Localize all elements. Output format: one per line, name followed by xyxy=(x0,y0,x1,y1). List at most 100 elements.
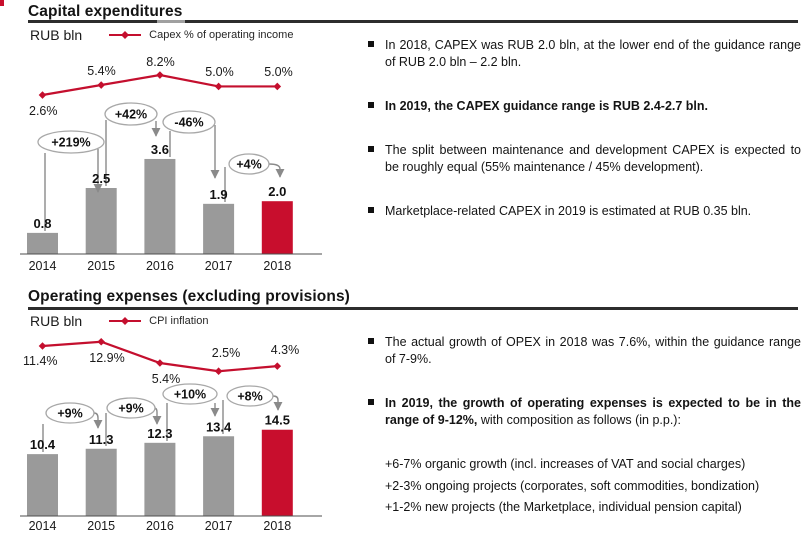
capex-bullet-2: The split between maintenance and develo… xyxy=(368,142,801,176)
capex-category-label: 2014 xyxy=(29,259,57,273)
capex-category-label: 2017 xyxy=(205,259,233,273)
legend-line-marker-icon xyxy=(109,317,142,325)
opex-line-value-label: 12.9% xyxy=(89,351,124,365)
capex-growth-label: +4% xyxy=(236,158,261,172)
capex-growth-oval xyxy=(228,153,270,175)
capex-growth-label: +219% xyxy=(51,136,90,150)
opex-bar-2018 xyxy=(261,429,293,516)
capex-chart: +219% +42% -46% +4% 0.8 2.5 3.6 1.9 2.0 2014 2015 2… xyxy=(20,55,322,273)
opex-bullet-0-text: The actual growth of OPEX in 2018 was 7.… xyxy=(385,335,801,366)
opex-guidance-normal-text: with composition as follows (in p.p.): xyxy=(477,413,681,427)
opex-growth-label: +9% xyxy=(57,407,82,421)
opex-chart: +9% +9% +10% +8% 10.4 11.3 12.3 13.4 14.5 2014 201… xyxy=(20,337,322,533)
opex-line-value-label: 11.4% xyxy=(23,354,58,368)
capex-category-label: 2015 xyxy=(87,259,115,273)
capex-bullet-2-text: The split between maintenance and develo… xyxy=(385,143,801,174)
opex-unit-label: RUB bln xyxy=(30,313,83,329)
section-title-opex: Operating expenses (excluding provisions… xyxy=(28,288,350,305)
opex-composition-item-1: +2-3% ongoing projects (corporates, soft… xyxy=(385,478,760,493)
bullet-square-icon xyxy=(368,146,374,152)
capex-bar-2018 xyxy=(261,201,293,254)
opex-bar-value-label: 11.3 xyxy=(89,432,114,447)
opex-category-label: 2016 xyxy=(146,519,174,533)
opex-composition-item-0: +6-7% organic growth (incl. increases of… xyxy=(385,457,746,471)
opex-growth-oval xyxy=(45,402,95,424)
opex-line-point-marker xyxy=(214,367,223,376)
capex-bullet-0: In 2018, CAPEX was RUB 2.0 bln, at the l… xyxy=(368,37,801,71)
opex-bar-2015 xyxy=(85,448,117,516)
capex-unit-label: RUB bln xyxy=(30,27,83,43)
opex-guidance-bold-text: In 2019, the growth of operating expense… xyxy=(385,396,801,427)
opex-legend-label: CPI inflation xyxy=(149,315,209,327)
opex-growth-label: +8% xyxy=(237,390,262,404)
bullet-square-icon xyxy=(368,399,374,405)
opex-growth-label: +9% xyxy=(118,402,143,416)
opex-bullet-0: The actual growth of OPEX in 2018 was 7.… xyxy=(368,334,801,368)
capex-bar-value-label: 2.5 xyxy=(92,171,110,186)
opex-composition-item-2: +1-2% new projects (the Marketplace, ind… xyxy=(385,500,742,514)
capex-line-point-marker xyxy=(214,82,223,91)
capex-line-value-label: 8.2% xyxy=(146,55,175,69)
capex-category-label: 2016 xyxy=(146,259,174,273)
legend-line-marker-icon xyxy=(109,31,142,39)
opex-bullet-list: The actual growth of OPEX in 2018 was 7.… xyxy=(368,334,801,521)
opex-line-point-marker xyxy=(273,362,282,370)
opex-legend: CPI inflation xyxy=(108,315,208,327)
capex-bar-value-label: 3.6 xyxy=(151,142,169,157)
capex-legend: Capex % of operating income xyxy=(108,29,293,41)
capex-line-value-label: 5.4% xyxy=(87,64,116,78)
opex-category-label: 2017 xyxy=(205,519,233,533)
opex-line-value-label: 5.4% xyxy=(152,372,181,386)
capex-bar-2015 xyxy=(85,188,117,254)
opex-category-label: 2015 xyxy=(87,519,115,533)
capex-line-value-label: 2.6% xyxy=(29,104,58,118)
opex-bar-2014 xyxy=(27,454,58,516)
opex-line-value-label: 4.3% xyxy=(271,343,300,357)
section-title-capex: Capital expenditures xyxy=(28,3,183,20)
capex-bar-2014 xyxy=(27,232,58,254)
capex-growth-label: +42% xyxy=(115,108,147,122)
opex-growth-oval xyxy=(106,397,156,419)
opex-chart-meta: RUB bln CPI inflation xyxy=(30,313,208,329)
capex-bullet-3-text: Marketplace-related CAPEX in 2019 is est… xyxy=(385,204,752,218)
capex-growth-oval xyxy=(162,110,216,134)
capex-line-point-marker xyxy=(38,91,47,99)
capex-bar-value-label: 1.9 xyxy=(210,187,228,202)
capex-bullet-3: Marketplace-related CAPEX in 2019 is est… xyxy=(368,203,801,220)
opex-growth-connector xyxy=(272,395,283,411)
opex-line-point-marker xyxy=(156,359,164,367)
opex-line-point-marker xyxy=(97,337,105,346)
capex-growth-oval xyxy=(37,130,105,154)
bullet-square-icon xyxy=(368,207,374,213)
capex-bar-2017 xyxy=(203,203,235,254)
opex-bullet-composition: In 2019, the growth of operating expense… xyxy=(368,395,801,429)
opex-bar-value-label: 12.3 xyxy=(147,426,172,441)
capex-bar-value-label: 2.0 xyxy=(268,184,286,199)
bullet-square-icon xyxy=(368,338,374,344)
capex-line-point-marker xyxy=(156,71,164,79)
capex-growth-oval xyxy=(104,102,158,126)
opex-growth-oval xyxy=(226,385,274,407)
opex-bar-value-label: 10.4 xyxy=(30,437,56,452)
opex-bar-value-label: 13.4 xyxy=(206,419,232,434)
capex-line-point-marker xyxy=(97,81,105,89)
opex-category-label: 2014 xyxy=(29,519,57,533)
opex-composition-sub-items: +6-7% organic growth (incl. increases of… xyxy=(385,456,801,516)
capex-bullet-list: In 2018, CAPEX was RUB 2.0 bln, at the l… xyxy=(368,37,801,220)
slide-accent-mark xyxy=(0,0,4,6)
capex-bullet-1-text: In 2019, the CAPEX guidance range is RUB… xyxy=(385,99,709,113)
capex-line-value-label: 5.0% xyxy=(264,65,293,79)
opex-growth-oval xyxy=(162,383,218,405)
capex-category-label: 2018 xyxy=(263,259,291,273)
opex-line-point-marker xyxy=(38,342,47,350)
capex-bar-value-label: 0.8 xyxy=(33,216,51,231)
opex-growth-connector xyxy=(93,412,103,429)
opex-growth-label: +10% xyxy=(174,388,206,402)
opex-bar-2017 xyxy=(203,436,235,516)
opex-category-label: 2018 xyxy=(263,519,291,533)
capex-chart-meta: RUB bln Capex % of operating income xyxy=(30,27,293,43)
opex-bar-value-label: 14.5 xyxy=(265,413,290,428)
bullet-square-icon xyxy=(368,102,374,108)
opex-line-value-label: 2.5% xyxy=(212,346,241,360)
capex-line-value-label: 5.0% xyxy=(205,65,234,79)
